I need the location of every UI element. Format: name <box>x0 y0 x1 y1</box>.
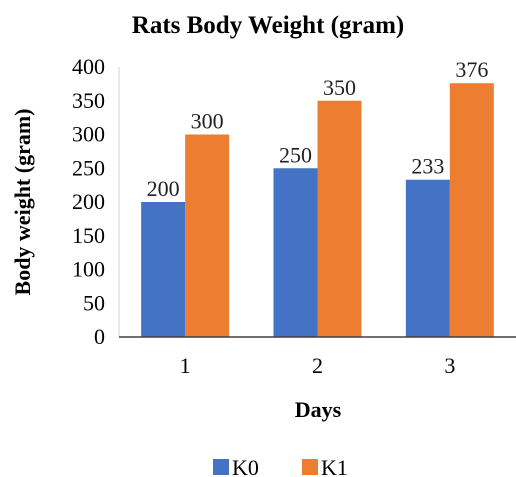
legend-label-k1: K1 <box>321 455 348 477</box>
bar-k0-day-1 <box>141 202 186 337</box>
bar-k0-day-2 <box>273 168 318 337</box>
y-tick-label: 300 <box>72 122 105 147</box>
data-label: 250 <box>279 142 312 167</box>
x-axis-title: Days <box>295 397 342 422</box>
data-label: 376 <box>455 57 488 82</box>
y-tick-label: 50 <box>83 290 105 315</box>
legend-swatch-k0 <box>213 459 229 475</box>
data-label: 350 <box>323 75 356 100</box>
data-label: 300 <box>191 109 224 134</box>
y-tick-label: 350 <box>72 88 105 113</box>
y-tick-label: 100 <box>72 257 105 282</box>
legend: K0 K1 <box>213 455 348 477</box>
x-tick-label: 3 <box>444 353 455 378</box>
data-label: 200 <box>147 176 180 201</box>
x-tick-label: 1 <box>180 353 191 378</box>
legend-label-k0: K0 <box>232 455 259 477</box>
bar-k1-day-1 <box>185 134 230 337</box>
bar-k0-day-3 <box>405 179 450 337</box>
y-tick-label: 150 <box>72 223 105 248</box>
y-tick-label: 250 <box>72 155 105 180</box>
y-axis-title: Body weight (gram) <box>10 109 35 296</box>
y-tick-label: 200 <box>72 189 105 214</box>
x-tick-label: 2 <box>312 353 323 378</box>
bar-k1-day-3 <box>449 83 494 337</box>
bar-k1-day-2 <box>317 100 362 337</box>
y-tick-label: 0 <box>94 324 105 349</box>
y-tick-label: 400 <box>72 54 105 79</box>
data-label: 233 <box>411 154 444 179</box>
legend-swatch-k1 <box>302 459 318 475</box>
chart-title: Rats Body Weight (gram) <box>132 12 404 39</box>
plot-area: 0 50 100 150 200 250 300 350 400 200 300 1 250 350 2 23… <box>72 54 516 378</box>
